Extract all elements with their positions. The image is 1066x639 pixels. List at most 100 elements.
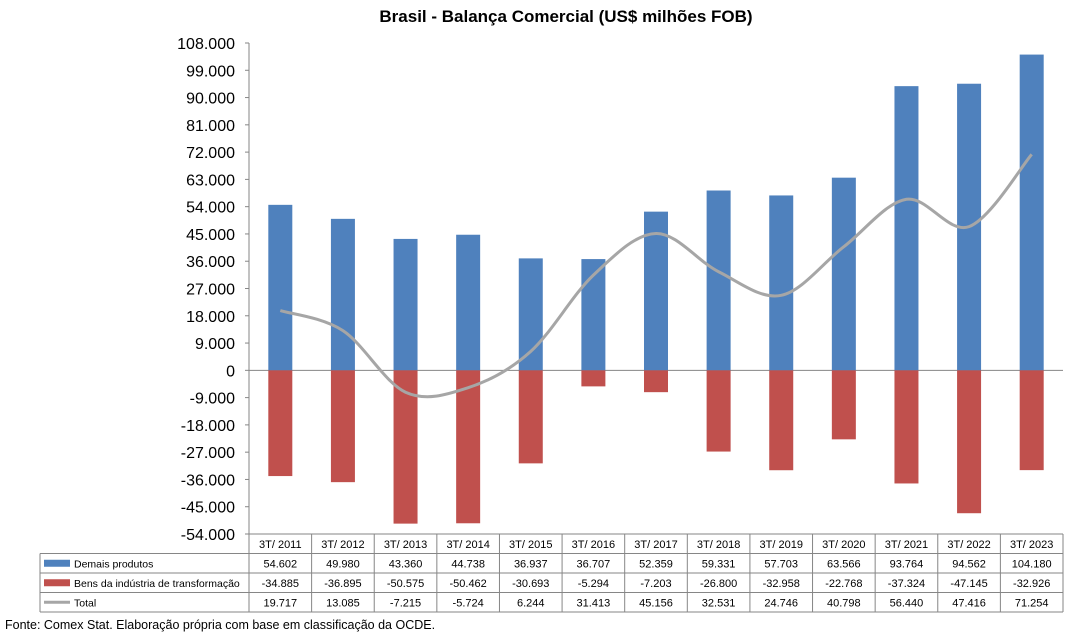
table-value: 49.980 <box>326 558 360 570</box>
y-tick-label: 72.000 <box>186 145 235 162</box>
table-value: -47.145 <box>950 578 987 590</box>
table-value: 71.254 <box>1015 597 1049 609</box>
y-tick-label: -18.000 <box>181 418 235 435</box>
legend-key-1 <box>44 579 70 587</box>
y-tick-label: 9.000 <box>195 336 235 353</box>
table-value: 19.717 <box>263 597 297 609</box>
table-value: -22.768 <box>825 578 862 590</box>
bar-demais-produtos-2 <box>393 238 418 371</box>
table-value: 45.156 <box>639 597 673 609</box>
x-category-label: 3T/ 2017 <box>634 539 677 551</box>
table-value: 32.531 <box>702 597 736 609</box>
x-category-label: 3T/ 2011 <box>259 539 302 551</box>
y-tick-label: 45.000 <box>186 227 235 244</box>
y-tick-label: 36.000 <box>186 254 235 271</box>
table-value: -7.215 <box>390 597 421 609</box>
legend-label-0: Demais produtos <box>74 558 153 570</box>
table-value: -5.294 <box>578 578 609 590</box>
x-category-label: 3T/ 2013 <box>384 539 427 551</box>
bar-bens-industria-6 <box>644 370 668 393</box>
table-value: 44.738 <box>451 558 485 570</box>
y-tick-label: 90.000 <box>186 91 235 108</box>
x-category-label: 3T/ 2018 <box>697 539 740 551</box>
bar-demais-produtos-4 <box>518 258 543 371</box>
table-value: 57.703 <box>764 558 798 570</box>
table-value: 59.331 <box>702 558 736 570</box>
y-tick-label: 63.000 <box>186 172 235 189</box>
bar-demais-produtos-0 <box>268 204 293 371</box>
bar-demais-produtos-12 <box>1019 54 1044 371</box>
bar-bens-industria-0 <box>268 370 293 477</box>
x-category-label: 3T/ 2020 <box>822 539 865 551</box>
table-value: 54.602 <box>263 558 297 570</box>
bar-demais-produtos-8 <box>769 195 794 371</box>
bar-demais-produtos-7 <box>706 190 731 371</box>
legend-label-2: Total <box>74 597 96 609</box>
bar-bens-industria-7 <box>706 370 731 452</box>
bar-bens-industria-5 <box>581 370 606 387</box>
table-value: 104.180 <box>1012 558 1052 570</box>
table-value: 94.562 <box>952 558 986 570</box>
table-value: 47.416 <box>952 597 986 609</box>
y-tick-label: -45.000 <box>181 500 235 517</box>
bar-bens-industria-1 <box>330 370 355 483</box>
y-tick-label: -27.000 <box>181 445 235 462</box>
bar-demais-produtos-5 <box>581 259 606 371</box>
line-total <box>279 153 1033 399</box>
bar-demais-produtos-9 <box>831 177 856 371</box>
table-value: 43.360 <box>389 558 423 570</box>
x-category-label: 3T/ 2021 <box>885 539 928 551</box>
legend-label-1: Bens da indústria de transformação <box>74 578 240 590</box>
y-tick-label: 81.000 <box>186 118 235 135</box>
bar-bens-industria-10 <box>894 370 919 484</box>
table-value: 40.798 <box>827 597 861 609</box>
y-tick-label: -9.000 <box>190 391 235 408</box>
bar-bens-industria-8 <box>769 370 794 471</box>
x-category-label: 3T/ 2015 <box>509 539 552 551</box>
table-value: 24.746 <box>764 597 798 609</box>
table-value: 36.937 <box>514 558 548 570</box>
bar-demais-produtos-10 <box>894 86 919 371</box>
table-value: -36.895 <box>324 578 361 590</box>
table-value: -32.926 <box>1013 578 1050 590</box>
x-category-label: 3T/ 2012 <box>321 539 364 551</box>
table-value: 63.566 <box>827 558 861 570</box>
table-value: 36.707 <box>577 558 611 570</box>
table-value: -7.203 <box>640 578 671 590</box>
y-tick-label: 99.000 <box>186 63 235 80</box>
y-tick-label: 108.000 <box>177 36 235 53</box>
table-value: 56.440 <box>890 597 924 609</box>
bar-bens-industria-4 <box>518 370 543 464</box>
x-category-label: 3T/ 2022 <box>947 539 990 551</box>
table-value: -5.724 <box>453 597 484 609</box>
bar-bens-industria-3 <box>456 370 481 524</box>
table-value: 31.413 <box>577 597 611 609</box>
x-category-label: 3T/ 2023 <box>1010 539 1053 551</box>
x-category-label: 3T/ 2014 <box>446 539 489 551</box>
source-note: Fonte: Comex Stat. Elaboração própria co… <box>5 618 436 632</box>
bar-bens-industria-11 <box>957 370 982 514</box>
table-value: -32.958 <box>763 578 800 590</box>
bar-demais-produtos-1 <box>330 218 355 371</box>
table-value: 13.085 <box>326 597 360 609</box>
table-value: -50.462 <box>449 578 486 590</box>
table-value: -37.324 <box>888 578 925 590</box>
table-value: 52.359 <box>639 558 673 570</box>
x-category-label: 3T/ 2019 <box>760 539 803 551</box>
bar-demais-produtos-6 <box>644 211 668 371</box>
table-value: -30.693 <box>512 578 549 590</box>
y-tick-label: 0 <box>226 363 235 380</box>
table-value: 6.244 <box>517 597 545 609</box>
y-tick-label: -54.000 <box>181 527 235 544</box>
table-value: -26.800 <box>700 578 737 590</box>
table-value: 93.764 <box>890 558 924 570</box>
bar-bens-industria-12 <box>1019 370 1044 471</box>
bar-bens-industria-9 <box>831 370 856 440</box>
bar-demais-produtos-3 <box>456 234 481 371</box>
x-category-label: 3T/ 2016 <box>572 539 615 551</box>
chart-title: Brasil - Balança Comercial (US$ milhões … <box>379 7 752 26</box>
y-tick-label: -36.000 <box>181 472 235 489</box>
table-value: -50.575 <box>387 578 424 590</box>
y-tick-label: 27.000 <box>186 282 235 299</box>
